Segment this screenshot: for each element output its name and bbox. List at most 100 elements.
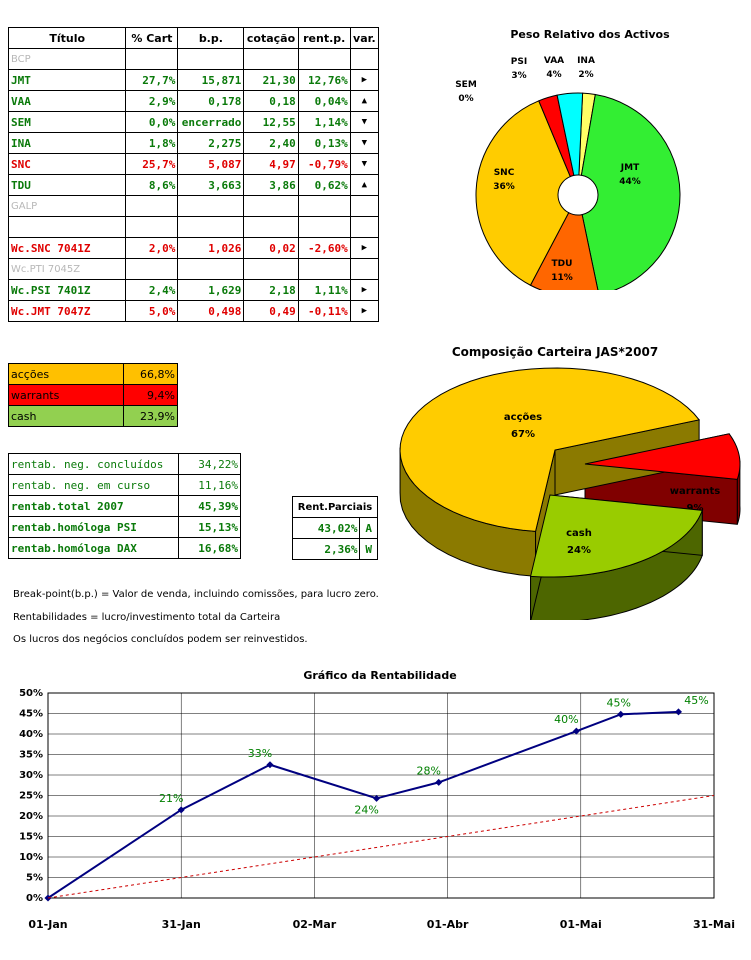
header-rent: rent.p.: [297, 27, 351, 49]
portfolio-cell-cart: [125, 48, 179, 70]
portfolio-cell-cart: 2,9%: [125, 90, 179, 112]
returns-label: rentab.total 2007: [8, 495, 179, 517]
pie1-value-ina: 2%: [578, 70, 593, 80]
pie1-label-tdu: TDU: [552, 259, 573, 269]
pie1-value-snc: 36%: [493, 182, 515, 192]
pie1-value-sem: 0%: [458, 94, 473, 104]
pie1-slice-jmt: [580, 93, 681, 290]
pie1-value-vaa: 4%: [546, 70, 561, 80]
portfolio-cell-cot: 0,02: [243, 237, 299, 259]
portfolio-cell-var: ▼: [349, 153, 380, 175]
data-label: 24%: [354, 803, 378, 816]
partial-table: Rent.Parciais 43,02% A 2,36% W: [291, 496, 378, 560]
header-bp: b.p.: [177, 27, 245, 49]
portfolio-cell-bp: 15,871: [177, 69, 245, 91]
x-tick-label: 31-Jan: [162, 918, 201, 931]
returns-row: rentab.total 2007 45,39%: [8, 495, 241, 517]
portfolio-cell-var: [349, 48, 380, 70]
portfolio-cell-var: [349, 195, 380, 217]
portfolio-cell-name: GALP: [7, 195, 127, 217]
portfolio-cell-cart: 8,6%: [125, 174, 179, 196]
portfolio-cell-rent: 0,62%: [297, 174, 351, 196]
data-label: 33%: [248, 747, 272, 760]
x-tick-label: 31-Mai: [693, 918, 735, 931]
portfolio-cell-rent: [297, 216, 351, 238]
partial-a-tag: A: [359, 517, 378, 539]
y-tick-label: 35%: [19, 750, 43, 761]
portfolio-cell-name: Wc.SNC 7041Z: [7, 237, 127, 259]
portfolio-cell-name: Wc.PSI 7401Z: [7, 279, 127, 301]
allocation-value: 9,4%: [123, 384, 178, 406]
portfolio-cell-cot: 0,18: [243, 90, 299, 112]
portfolio-cell-rent: [297, 258, 351, 280]
portfolio-cell-bp: 0,178: [177, 90, 245, 112]
portfolio-cell-rent: 12,76%: [297, 69, 351, 91]
portfolio-cell-cart: [125, 216, 179, 238]
portfolio-cell-cart: 2,4%: [125, 279, 179, 301]
returns-row: rentab.homóloga PSI 15,13%: [8, 516, 241, 538]
portfolio-cell-bp: [177, 216, 245, 238]
return-line-chart: Gráfico da Rentabilidade 0% 5% 10% 15% 20% 25%…: [19, 669, 735, 931]
pie1-slice-snc: [475, 100, 571, 286]
portfolio-table: Título % Cart b.p. cotação rent.p. var. …: [7, 27, 380, 322]
portfolio-cell-bp: 5,087: [177, 153, 245, 175]
portfolio-cell-bp: 2,275: [177, 132, 245, 154]
portfolio-cell-name: TDU: [7, 174, 127, 196]
portfolio-row: BCP: [7, 48, 380, 70]
returns-row: rentab. neg. concluídos 34,22%: [8, 453, 241, 475]
returns-label: rentab. neg. concluídos: [8, 453, 179, 475]
portfolio-cell-var: [349, 216, 380, 238]
portfolio-cell-cart: 0,0%: [125, 111, 179, 133]
portfolio-row: Wc.PSI 7401Z 2,4% 1,629 2,18 1,11% ▶: [7, 279, 380, 301]
pie1-slice-tdu: [529, 212, 599, 290]
portfolio-cell-rent: [297, 195, 351, 217]
y-tick-label: 25%: [19, 791, 43, 802]
data-point: [435, 778, 443, 786]
header-titulo: Título: [7, 27, 127, 49]
portfolio-cell-rent: -0,79%: [297, 153, 351, 175]
portfolio-cell-rent: 1,11%: [297, 279, 351, 301]
portfolio-cell-var: [349, 258, 380, 280]
portfolio-cell-cot: [243, 216, 299, 238]
y-tick-label: 45%: [19, 709, 43, 720]
portfolio-cell-rent: 0,13%: [297, 132, 351, 154]
returns-table: rentab. neg. concluídos 34,22% rentab. neg…: [8, 453, 241, 559]
returns-row: rentab.homóloga DAX 16,68%: [8, 537, 241, 559]
pie1-title: Peso Relativo dos Activos: [510, 28, 670, 41]
portfolio-cell-cot: 2,18: [243, 279, 299, 301]
pie2-slice-warrants: [584, 433, 741, 480]
portfolio-cell-cot: [243, 48, 299, 70]
portfolio-cell-name: [7, 216, 127, 238]
header-cart: % Cart: [125, 27, 179, 49]
returns-label: rentab.homóloga PSI: [8, 516, 179, 538]
series-line-0: [47, 710, 679, 899]
pie2-slice-cash: [529, 494, 703, 578]
y-tick-label: 0%: [26, 893, 43, 904]
portfolio-cell-cot: 3,86: [243, 174, 299, 196]
line-title: Gráfico da Rentabilidade: [303, 669, 456, 682]
pie2-label: cash: [566, 528, 592, 539]
data-label: 45%: [607, 696, 631, 709]
portfolio-row: GALP: [7, 195, 380, 217]
portfolio-cell-name: SNC: [7, 153, 127, 175]
portfolio-cell-var: ▶: [349, 69, 380, 91]
y-tick-label: 5%: [26, 873, 43, 884]
portfolio-cell-bp: encerrado: [177, 111, 245, 133]
portfolio-row: [7, 216, 380, 238]
allocation-label: cash: [8, 405, 124, 427]
portfolio-cell-cot: [243, 258, 299, 280]
returns-value: 11,16%: [178, 474, 241, 496]
portfolio-cell-bp: 1,026: [177, 237, 245, 259]
y-tick-label: 40%: [19, 729, 43, 740]
pie1-label-vaa: VAA: [544, 56, 564, 66]
portfolio-cell-cart: 2,0%: [125, 237, 179, 259]
partial-w-value: 2,36%: [291, 538, 361, 560]
y-tick-label: 30%: [19, 770, 43, 781]
portfolio-cell-bp: 0,498: [177, 300, 245, 322]
portfolio-cell-rent: 1,14%: [297, 111, 351, 133]
pie2-value: 9%: [687, 503, 704, 514]
pie2-label: warrants: [670, 486, 720, 497]
portfolio-cell-cart: 25,7%: [125, 153, 179, 175]
note-lucros: Os lucros dos negócios concluídos podem …: [13, 634, 308, 645]
portfolio-cell-cot: 0,49: [243, 300, 299, 322]
